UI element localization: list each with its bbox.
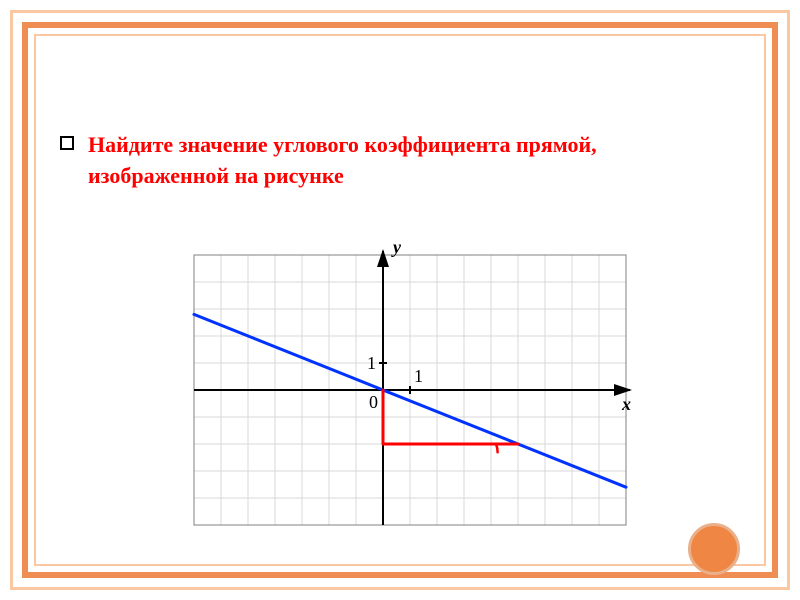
svg-text:x: x — [621, 394, 631, 414]
slide-dot-icon — [688, 523, 740, 575]
chart-svg: y x 0 1 1 — [185, 240, 635, 540]
slope-chart: y x 0 1 1 — [185, 240, 635, 540]
task-block: Найдите значение углового коэффициента п… — [60, 130, 700, 192]
task-text: Найдите значение углового коэффициента п… — [88, 130, 700, 192]
svg-text:0: 0 — [369, 392, 378, 412]
svg-text:y: y — [391, 240, 402, 257]
svg-text:1: 1 — [414, 366, 423, 386]
svg-text:1: 1 — [367, 353, 376, 373]
bullet-icon — [60, 136, 74, 150]
